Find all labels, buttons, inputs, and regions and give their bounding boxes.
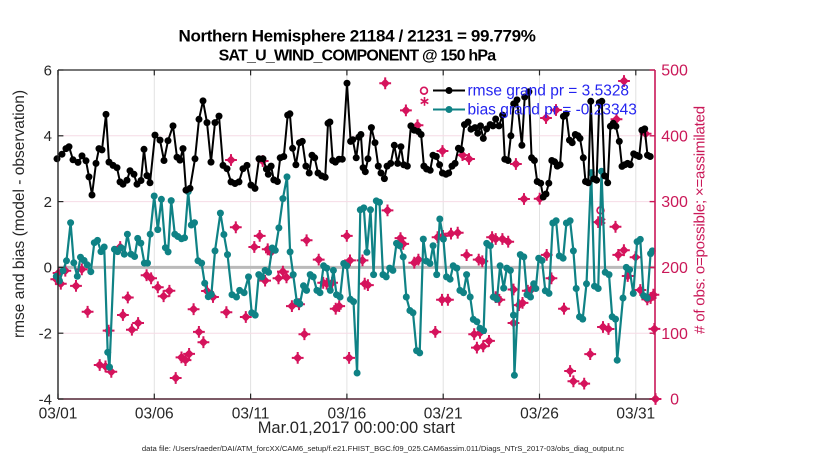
svg-text:03/31: 03/31 [616, 406, 655, 423]
svg-text:200: 200 [661, 260, 688, 277]
svg-text:SAT_U_WIND_COMPONENT @ 150 hPa: SAT_U_WIND_COMPONENT @ 150 hPa [219, 48, 497, 65]
svg-text:300: 300 [661, 194, 688, 211]
svg-text:2: 2 [44, 194, 52, 211]
svg-text:-2: -2 [39, 326, 52, 343]
svg-text:500: 500 [661, 63, 688, 80]
svg-text:100: 100 [661, 326, 688, 343]
svg-text:400: 400 [661, 128, 688, 145]
svg-text:03/26: 03/26 [520, 406, 559, 423]
svg-text:03/06: 03/06 [135, 406, 174, 423]
svg-text:03/11: 03/11 [232, 406, 270, 423]
svg-text:bias grand pr = -0.23343: bias grand pr = -0.23343 [468, 102, 637, 119]
svg-text:-4: -4 [39, 391, 52, 408]
svg-text:# of obs: o=possible; ×=assimi: # of obs: o=possible; ×=assimilated [692, 106, 709, 334]
svg-text:6: 6 [44, 62, 52, 79]
svg-text:0: 0 [44, 260, 52, 277]
svg-text:03/16: 03/16 [328, 406, 367, 423]
svg-text:rmse and bias (model - observa: rmse and bias (model - observation) [11, 90, 28, 338]
svg-text:4: 4 [44, 128, 52, 145]
svg-text:0: 0 [670, 392, 679, 409]
svg-text:Mar.01,2017 00:00:00 start: Mar.01,2017 00:00:00 start [258, 419, 456, 437]
svg-text:03/21: 03/21 [424, 406, 463, 423]
svg-text:03/01: 03/01 [39, 406, 78, 423]
svg-text:Northern Hemisphere 21184 / 21: Northern Hemisphere 21184 / 21231 = 99.7… [179, 26, 536, 45]
svg-text:rmse grand pr = 3.5328: rmse grand pr = 3.5328 [468, 83, 630, 100]
svg-text:data file: /Users/raeder/DAI/A: data file: /Users/raeder/DAI/ATM_forcXX/… [142, 444, 624, 453]
